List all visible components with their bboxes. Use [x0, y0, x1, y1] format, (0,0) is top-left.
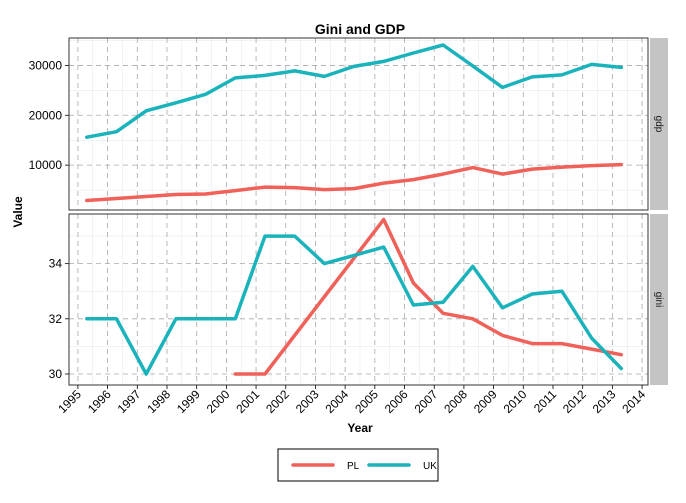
x-tick-label: 1995	[55, 387, 84, 416]
panel-background	[69, 214, 648, 385]
panel-border	[68, 37, 649, 211]
x-tick-label: 2001	[233, 387, 262, 416]
x-tick-label: 2009	[471, 387, 500, 416]
x-tick-label: 2002	[263, 387, 292, 416]
x-tick-label: 2011	[531, 387, 559, 415]
series-line-pl	[85, 162, 624, 203]
x-tick-label: 2006	[382, 387, 411, 416]
legend-label-uk: UK	[423, 461, 437, 472]
x-tick-label: 2007	[412, 387, 441, 416]
y-tick-label: 30	[49, 367, 63, 381]
x-tick-label: 1996	[85, 387, 114, 416]
y-tick-label: 34	[49, 257, 63, 271]
facet-strip	[650, 38, 668, 210]
legend: PL UK	[277, 448, 439, 482]
x-tick-label: 1998	[144, 387, 173, 416]
gdp-panel: 10000 20000 30000 gdp	[29, 37, 668, 211]
x-tick-label: 2012	[560, 387, 589, 416]
facet-strip	[650, 214, 668, 385]
y-tick-label: 20000	[29, 108, 63, 122]
gini-panel: 30 32 34 gini	[49, 213, 668, 386]
x-tick-label: 1997	[115, 387, 144, 416]
legend-label-pl: PL	[347, 461, 360, 472]
x-tick-label: 2005	[352, 387, 381, 416]
series-line-uk	[85, 43, 624, 139]
x-tick-label: 2004	[322, 387, 351, 416]
series-line-pl	[233, 217, 624, 376]
x-tick-label: 2014	[619, 387, 648, 416]
facet-strip-label: gini	[653, 292, 664, 308]
panel-border	[68, 213, 649, 386]
x-axis-title: Year	[347, 421, 373, 435]
chart-title: Gini and GDP	[315, 21, 405, 37]
y-tick-label: 30000	[29, 58, 63, 72]
x-tick-label: 2000	[204, 387, 233, 416]
x-axis: 1995 1996 1997 1998 1999 2000 2001 2002 2003 2004…	[55, 385, 648, 416]
x-tick-label: 2008	[441, 387, 470, 416]
series-line-uk	[85, 234, 624, 376]
facet-strip-label: gdp	[653, 116, 664, 133]
x-tick-label: 2010	[501, 387, 530, 416]
x-tick-label: 2013	[590, 387, 619, 416]
x-tick-label: 1999	[174, 387, 203, 416]
y-axis-title: Value	[11, 196, 25, 228]
y-tick-label: 32	[49, 312, 63, 326]
y-tick-label: 10000	[29, 158, 63, 172]
x-tick-label: 2003	[293, 387, 322, 416]
panel-background	[69, 38, 648, 210]
